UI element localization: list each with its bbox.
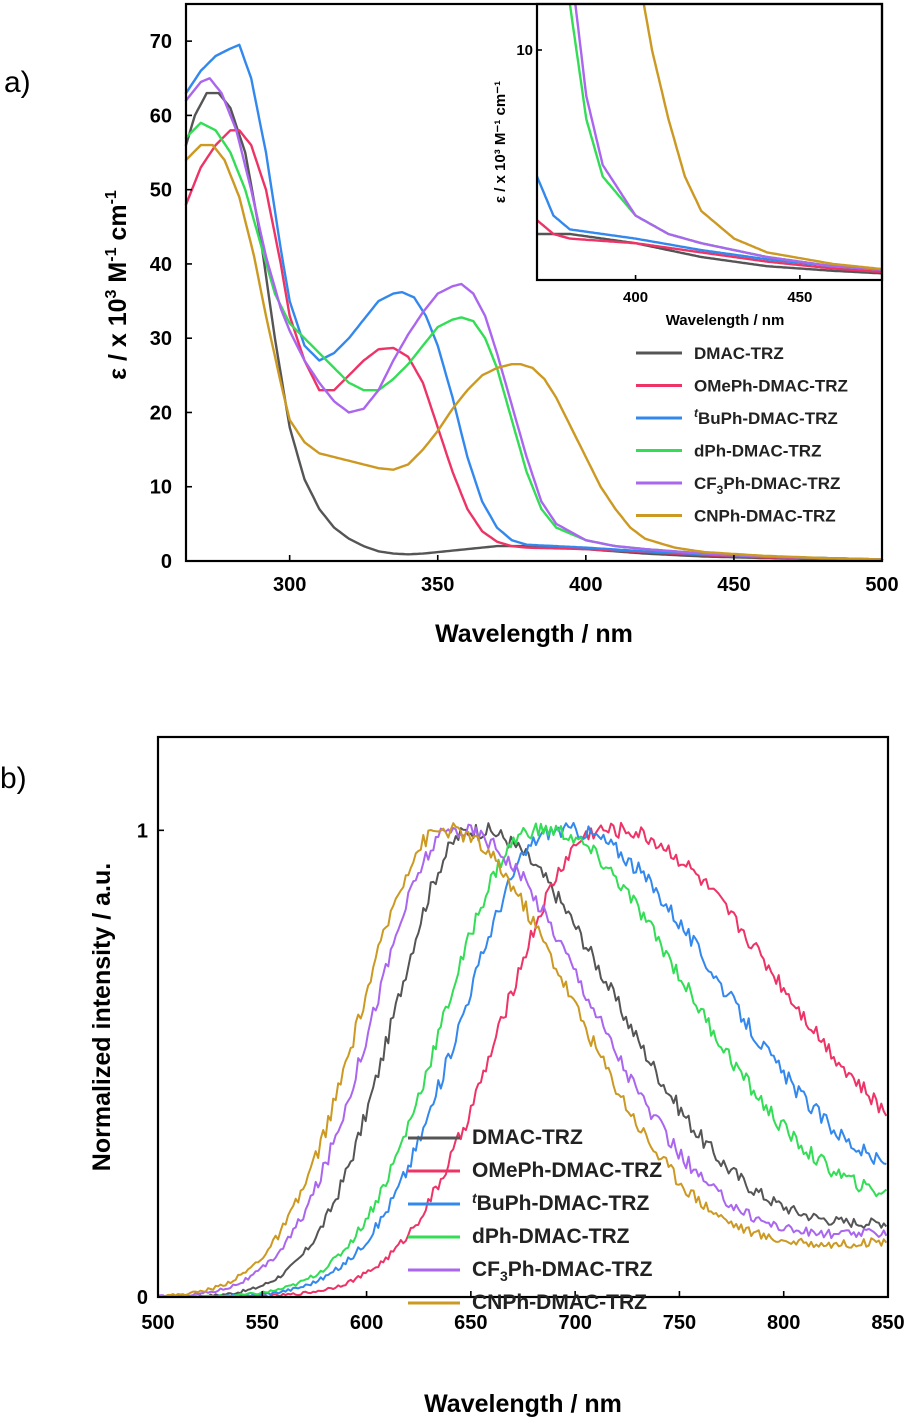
inset-series-omeph-dmac-trz bbox=[537, 218, 882, 274]
panel-a-y-tick-label: 20 bbox=[150, 402, 172, 424]
panel-b-x-axis-title: Wavelength / nm bbox=[424, 1390, 622, 1418]
panel-a-series-cnph-dmac-trz bbox=[184, 143, 884, 561]
inset-series-cnph-dmac-trz bbox=[642, 4, 882, 271]
panel-b-frame bbox=[156, 735, 890, 1299]
panel-a-label: a) bbox=[4, 66, 31, 99]
legend-label-cf-ph-dmac-trz: CF3Ph-DMAC-TRZ bbox=[694, 474, 840, 497]
panel-b-x-tick-label: 550 bbox=[246, 1312, 279, 1334]
panel-a-x-tick-label: 450 bbox=[717, 574, 750, 596]
panel-a-x-tick-label: 300 bbox=[273, 574, 306, 596]
legend-label-cf-ph-dmac-trz: CF3Ph-DMAC-TRZ bbox=[472, 1258, 653, 1284]
panel-b-y-tick-label: 0 bbox=[137, 1287, 148, 1309]
inset-x-tick-label: 450 bbox=[787, 289, 812, 306]
panel-b-y-axis-title: Normalized intensity / a.u. bbox=[88, 863, 116, 1171]
inset-x-tick-label: 400 bbox=[623, 289, 648, 306]
panel-b-series-dmac-trz bbox=[157, 822, 888, 1298]
inset-y-axis-title: ε / x 10³ M⁻¹ cm⁻¹ bbox=[492, 81, 509, 203]
panel-b-x-tick-label: 650 bbox=[454, 1312, 487, 1334]
panel-b-chart: 500 550 600 650 700 750 800 850 0 1 DMAC-TRZ OMePh… bbox=[88, 735, 905, 1418]
panel-a-frame bbox=[184, 2, 884, 563]
panel-a-x-tick-label: 350 bbox=[421, 574, 454, 596]
panel-a-y-tick-label: 70 bbox=[150, 31, 172, 53]
legend-label-cnph-dmac-trz: CNPh-DMAC-TRZ bbox=[472, 1291, 647, 1314]
panel-b-y-tick-label: 1 bbox=[137, 820, 148, 842]
panel-b-x-tick-label: 600 bbox=[350, 1312, 383, 1334]
panel-b-series-omeph-dmac-trz bbox=[158, 821, 888, 1298]
panel-a-y-axis-title: ε / x 103 M-1 cm-1 bbox=[103, 190, 132, 380]
panel-a-legend: DMAC-TRZ OMePh-DMAC-TRZ tBuPh-DMAC-TRZ dPh-… bbox=[636, 344, 848, 526]
panel-b-x-tick-label: 750 bbox=[663, 1312, 696, 1334]
panel-a-y-tick-label: 60 bbox=[150, 105, 172, 127]
panel-a-y-tick-label: 10 bbox=[150, 477, 172, 499]
panel-b-x-tick-label: 800 bbox=[767, 1312, 800, 1334]
legend-label-omeph-dmac-trz: OMePh-DMAC-TRZ bbox=[472, 1159, 662, 1182]
panel-a-y-tick-label: 50 bbox=[150, 180, 172, 202]
inset-y-tick-label: 10 bbox=[516, 42, 533, 59]
legend-label-buph-dmac-trz: tBuPh-DMAC-TRZ bbox=[694, 406, 838, 428]
inset-background bbox=[537, 4, 882, 280]
panel-b-x-tick-label: 500 bbox=[141, 1312, 174, 1334]
panel-b-x-tick-label: 850 bbox=[871, 1312, 904, 1334]
legend-label-dph-dmac-trz: dPh-DMAC-TRZ bbox=[472, 1225, 630, 1248]
panel-b-x-tick-label: 700 bbox=[558, 1312, 591, 1334]
legend-label-dph-dmac-trz: dPh-DMAC-TRZ bbox=[694, 442, 821, 461]
panel-a-y-tick-label: 40 bbox=[150, 254, 172, 276]
inset-x-axis-title: Wavelength / nm bbox=[666, 312, 785, 329]
legend-label-dmac-trz: DMAC-TRZ bbox=[472, 1126, 583, 1149]
legend-label-cnph-dmac-trz: CNPh-DMAC-TRZ bbox=[694, 507, 836, 526]
panel-a-x-tick-label: 500 bbox=[865, 574, 898, 596]
panel-b-label: b) bbox=[0, 762, 27, 795]
panel-a-x-tick-label: 400 bbox=[569, 574, 602, 596]
panel-b-legend: DMAC-TRZ OMePh-DMAC-TRZ tBuPh-DMAC-TRZ dPh-… bbox=[408, 1126, 662, 1314]
panel-b-series-buph-dmac-trz bbox=[157, 821, 887, 1298]
panel-b-series-dph-dmac-trz bbox=[157, 822, 887, 1298]
panel-b-series-cf-ph-dmac-trz bbox=[157, 823, 888, 1298]
panel-a-y-tick-label: 30 bbox=[150, 328, 172, 350]
legend-label-omeph-dmac-trz: OMePh-DMAC-TRZ bbox=[694, 377, 848, 396]
legend-label-buph-dmac-trz: tBuPh-DMAC-TRZ bbox=[472, 1190, 649, 1215]
panel-a-x-axis-title: Wavelength / nm bbox=[435, 620, 633, 648]
inset-series-dmac-trz bbox=[537, 232, 882, 275]
inset-series-cf-ph-dmac-trz bbox=[574, 4, 882, 271]
legend-label-dmac-trz: DMAC-TRZ bbox=[694, 344, 784, 363]
panel-b-series-cnph-dmac-trz bbox=[157, 822, 888, 1298]
panel-a-y-tick-label: 0 bbox=[161, 551, 172, 573]
